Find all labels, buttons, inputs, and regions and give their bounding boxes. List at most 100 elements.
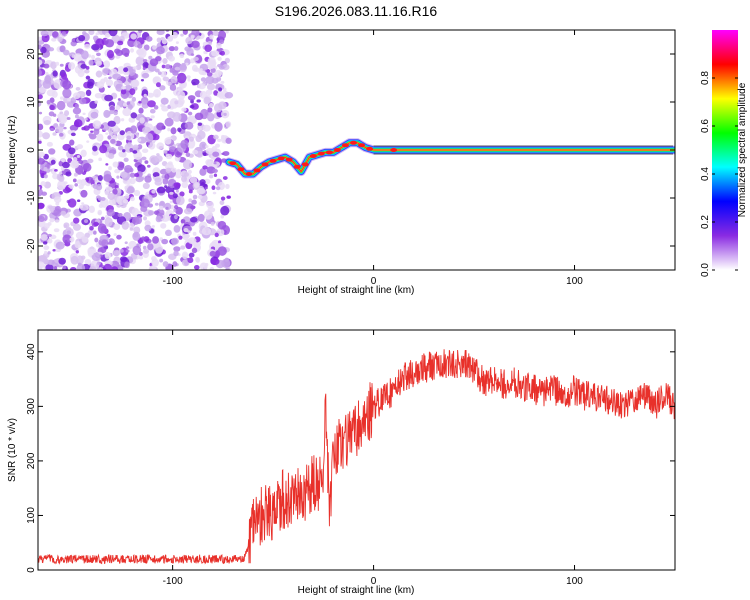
noise-speckle [159, 85, 166, 91]
noise-speckle [217, 63, 222, 68]
noise-speckle [98, 203, 104, 209]
noise-speckle [169, 200, 174, 204]
noise-speckle [113, 223, 121, 230]
spectrogram-x-tick-label: -100 [163, 276, 183, 287]
noise-speckle [93, 221, 99, 227]
colorbar-ticks: 0.0 0.2 0.4 0.6 0.8 [700, 71, 738, 277]
noise-speckle [169, 98, 179, 109]
noise-speckle [103, 60, 111, 69]
noise-speckle [173, 246, 181, 252]
noise-speckle [140, 205, 148, 212]
noise-speckle [81, 202, 85, 205]
noise-speckle [104, 251, 112, 260]
noise-speckle [206, 201, 215, 209]
noise-speckle [172, 70, 179, 76]
noise-speckle [65, 171, 72, 177]
noise-speckle [197, 122, 203, 126]
noise-speckle [216, 42, 222, 49]
signal-peak-marker [261, 162, 269, 167]
noise-speckle [81, 126, 86, 131]
noise-speckle [156, 186, 166, 194]
signal-peak-marker [390, 148, 398, 152]
spectrogram-x-ticks: -100 0 100 [163, 30, 583, 287]
noise-speckle [52, 70, 58, 77]
noise-speckle [72, 107, 82, 115]
noise-speckle [213, 161, 217, 165]
noise-speckle [85, 89, 92, 97]
noise-speckle [180, 219, 186, 223]
signal-peak-marker [358, 143, 366, 148]
noise-speckle [131, 96, 137, 102]
noise-speckle [119, 248, 124, 253]
noise-speckle [144, 160, 149, 164]
noise-speckle [154, 68, 160, 73]
noise-speckle [152, 133, 160, 141]
noise-speckle [132, 150, 138, 154]
noise-speckle [84, 117, 88, 121]
noise-speckle [43, 63, 50, 69]
noise-speckle [131, 79, 140, 88]
noise-speckle [87, 158, 94, 164]
noise-speckle [225, 121, 232, 128]
noise-speckle [42, 132, 51, 140]
noise-speckle [180, 139, 189, 149]
noise-speckle [192, 194, 198, 200]
noise-speckle [214, 69, 222, 78]
noise-speckle [109, 105, 115, 111]
noise-speckle [225, 267, 230, 270]
noise-speckle [59, 96, 64, 100]
noise-speckle [193, 56, 199, 61]
noise-speckle [124, 164, 133, 173]
noise-speckle [181, 107, 187, 112]
noise-speckle [80, 178, 87, 186]
noise-speckle [76, 155, 81, 158]
noise-speckle [211, 50, 220, 57]
noise-speckle [223, 112, 227, 117]
noise-speckle [176, 195, 185, 206]
noise-speckle [60, 210, 67, 216]
noise-speckle [91, 150, 99, 156]
noise-speckle [137, 164, 146, 173]
noise-speckle [144, 175, 152, 183]
noise-speckle [154, 202, 159, 206]
noise-speckle [172, 112, 182, 122]
noise-speckle [156, 122, 165, 131]
noise-speckle [66, 230, 72, 235]
noise-speckle [95, 32, 100, 36]
noise-speckle [190, 53, 195, 57]
noise-speckle [211, 77, 219, 84]
noise-speckle [152, 236, 159, 244]
noise-speckle [207, 60, 216, 70]
noise-speckle [119, 130, 125, 136]
noise-speckle [53, 208, 62, 217]
noise-speckle [144, 224, 152, 232]
noise-speckle [46, 141, 53, 147]
noise-speckle [108, 30, 118, 37]
noise-speckle [38, 91, 41, 94]
noise-speckle [55, 241, 65, 250]
noise-speckle [225, 137, 232, 144]
noise-speckle [167, 127, 171, 132]
noise-speckle [100, 216, 105, 221]
noise-speckle [193, 265, 200, 270]
noise-speckle [203, 264, 208, 270]
noise-speckle [161, 105, 169, 112]
noise-speckle [197, 213, 205, 222]
noise-speckle [179, 64, 187, 71]
noise-speckle [90, 111, 99, 119]
noise-speckle [224, 92, 234, 99]
noise-speckle [38, 187, 43, 197]
noise-speckle [68, 184, 74, 189]
noise-speckle [94, 237, 99, 243]
noise-speckle [99, 145, 108, 154]
noise-speckle [198, 127, 202, 131]
noise-speckle [117, 212, 123, 218]
noise-speckle [131, 207, 140, 217]
noise-speckle [44, 250, 48, 255]
signal-peak-marker [333, 148, 341, 152]
noise-speckle [188, 198, 193, 203]
noise-speckle [225, 183, 230, 190]
figure-title: S196.2026.083.11.16.R16 [275, 3, 438, 19]
snr-y-tick-label: 100 [26, 507, 37, 524]
colorbar-tick-label: 0.0 [700, 263, 711, 277]
